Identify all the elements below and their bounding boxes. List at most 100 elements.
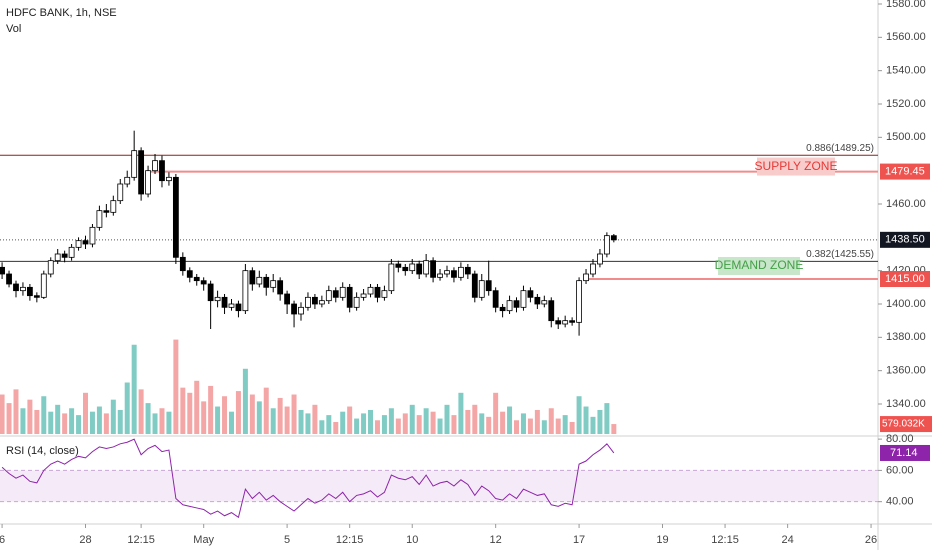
candle-body [590, 263, 596, 275]
x-tick-label: 12:15 [711, 534, 739, 546]
candle-body [263, 276, 270, 288]
volume-bar [590, 416, 596, 434]
volume-bar [159, 408, 165, 434]
candle-body [159, 160, 165, 182]
candle-body [610, 235, 617, 241]
candle-body [423, 260, 430, 275]
volume-bar [381, 415, 387, 434]
candle-body [499, 306, 506, 312]
volume-bar [534, 409, 540, 434]
volume-bar [437, 418, 443, 434]
candle-body [33, 295, 40, 298]
candle-body [409, 263, 416, 272]
candle-body [430, 260, 436, 278]
candle-body [506, 300, 513, 312]
zone-box [757, 157, 835, 176]
volume-bar [472, 404, 478, 434]
volume-bar [395, 418, 401, 434]
volume-bar [194, 380, 200, 434]
candle-body [131, 150, 138, 178]
volume-bar [507, 406, 513, 434]
volume-bar [138, 389, 144, 434]
candle-body [513, 300, 520, 308]
y-tick-label: 1560.00 [886, 31, 926, 43]
volume-title: Vol [6, 23, 21, 35]
volume-bar [583, 406, 589, 434]
candle-body [437, 273, 443, 278]
volume-bar [187, 392, 193, 434]
x-tick-label: 5 [284, 534, 290, 546]
candle-body [291, 303, 297, 315]
candle-body [40, 273, 47, 298]
volume-bar [103, 413, 109, 434]
volume-bar [76, 415, 82, 434]
price-tag-label: 1479.45 [885, 165, 925, 177]
volume-bar [69, 408, 75, 434]
volume-bar [562, 415, 568, 434]
price-tag-label: 1438.50 [885, 234, 925, 246]
volume-bar [354, 418, 360, 434]
volume-bar [569, 421, 575, 434]
volume-bar [493, 392, 499, 434]
candle-body [61, 253, 68, 258]
volume-bar [131, 344, 137, 434]
candle-body [381, 290, 388, 298]
rsi-tag-label: 71.14 [890, 447, 918, 459]
candle-body [20, 286, 26, 292]
volume-bar [263, 387, 269, 434]
volume-bar [576, 396, 582, 434]
volume-bar [326, 415, 332, 434]
volume-bar [96, 406, 102, 434]
volume-bar [55, 404, 61, 434]
y-tick-label: 1360.00 [886, 365, 926, 377]
candle-body [416, 263, 423, 275]
candle-body [312, 296, 318, 305]
y-tick-label: 1380.00 [886, 331, 926, 343]
volume-bar [34, 409, 40, 434]
volume-bar [527, 418, 533, 434]
zone-box [718, 257, 800, 275]
volume-bar [340, 411, 346, 434]
volume-bar [173, 339, 179, 434]
volume-bar [235, 391, 241, 434]
volume-bar [284, 406, 290, 434]
rsi-tick-label: 80.00 [886, 433, 914, 445]
volume-bar [270, 408, 276, 434]
candle-body [152, 160, 158, 172]
candle-body [103, 210, 110, 213]
candle-body [492, 290, 499, 308]
candle-body [193, 276, 200, 282]
volume-bar [110, 399, 116, 434]
candle-body [534, 296, 541, 305]
candle-body [520, 290, 527, 308]
volume-bar [520, 413, 526, 434]
candle-body [339, 286, 346, 298]
volume-bar [319, 420, 325, 434]
candle-body [6, 273, 12, 285]
candle-body [583, 273, 589, 282]
candle-body [277, 280, 284, 295]
volume-bar [541, 420, 547, 434]
candle-body [555, 320, 562, 325]
volume-bar [13, 389, 19, 434]
volume-bar [333, 421, 339, 434]
candle-body [485, 280, 492, 292]
candle-body [54, 253, 61, 262]
volume-bar [604, 403, 610, 434]
volume-bar [312, 404, 318, 434]
candle-body [576, 280, 582, 323]
volume-bar [27, 399, 33, 434]
candle-body [270, 280, 277, 288]
volume-bar [416, 415, 422, 434]
fib-label: 0.886(1489.25) [806, 143, 874, 154]
candle-body [603, 235, 610, 255]
y-tick-label: 1460.00 [886, 198, 926, 210]
fib-label: 0.382(1425.55) [806, 249, 874, 260]
volume-bar [402, 413, 408, 434]
y-tick-label: 1540.00 [886, 65, 926, 77]
candle-body [457, 266, 464, 278]
volume-bar [409, 404, 415, 434]
x-tick-label: 26 [865, 534, 877, 546]
